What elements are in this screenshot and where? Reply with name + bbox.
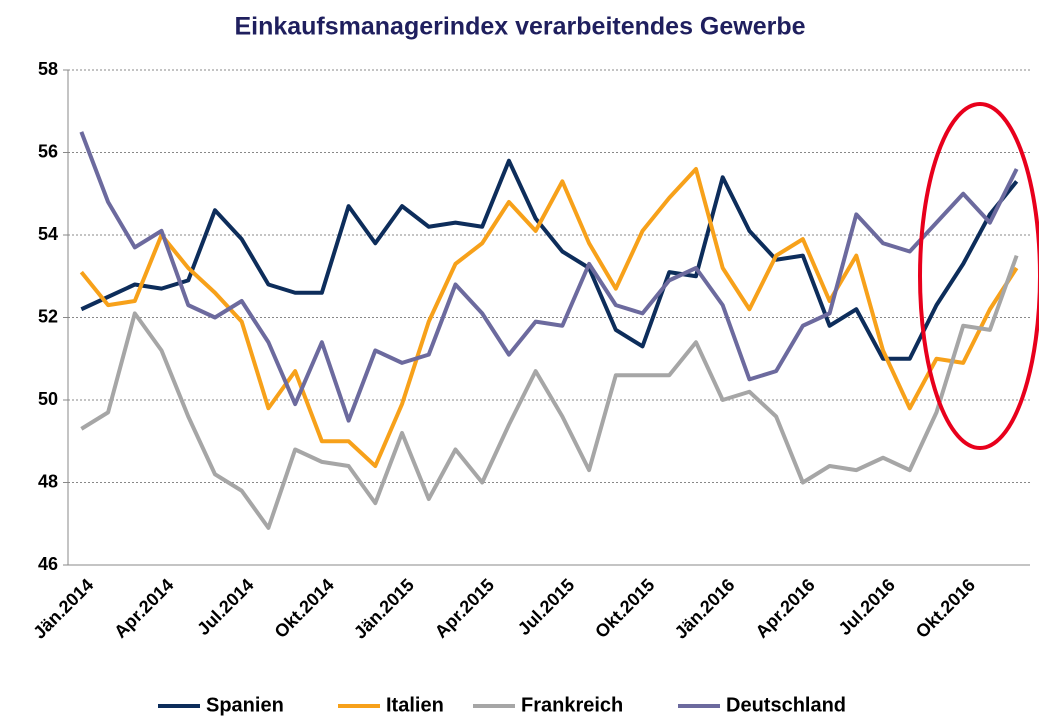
x-tick-label: Okt.2015 [591,575,658,642]
x-tick-label: Jän.2014 [29,575,97,643]
x-tick-label: Apr.2014 [110,575,177,642]
y-tick-label: 46 [38,554,58,574]
series-line [80,254,1019,530]
x-tick-label: Jän.2016 [671,575,739,643]
y-tick-label: 52 [38,306,58,326]
x-tick-label: Jän.2015 [350,575,418,643]
y-tick-label: 48 [38,471,58,491]
x-tick-label: Jul.2016 [835,575,899,639]
x-tick-label: Jul.2014 [193,575,257,639]
y-tick-label: 50 [38,389,58,409]
x-tick-label: Apr.2015 [431,575,498,642]
x-tick-label: Jul.2015 [514,575,578,639]
y-tick-label: 54 [38,224,58,244]
x-tick-label: Okt.2016 [912,575,979,642]
legend-label: Frankreich [521,694,623,716]
legend-label: Italien [386,694,444,716]
x-tick-label: Okt.2014 [271,575,338,642]
x-tick-label: Apr.2016 [752,575,819,642]
y-tick-label: 56 [38,141,58,161]
highlight-ellipse [918,102,1039,450]
series-line [80,158,1019,361]
y-tick-label: 58 [38,59,58,79]
series-line [79,131,1019,423]
legend-label: Deutschland [726,694,846,716]
chart-title: Einkaufsmanagerindex verarbeitendes Gewe… [234,13,805,41]
legend-label: Spanien [206,694,284,716]
series-line [79,167,1019,468]
